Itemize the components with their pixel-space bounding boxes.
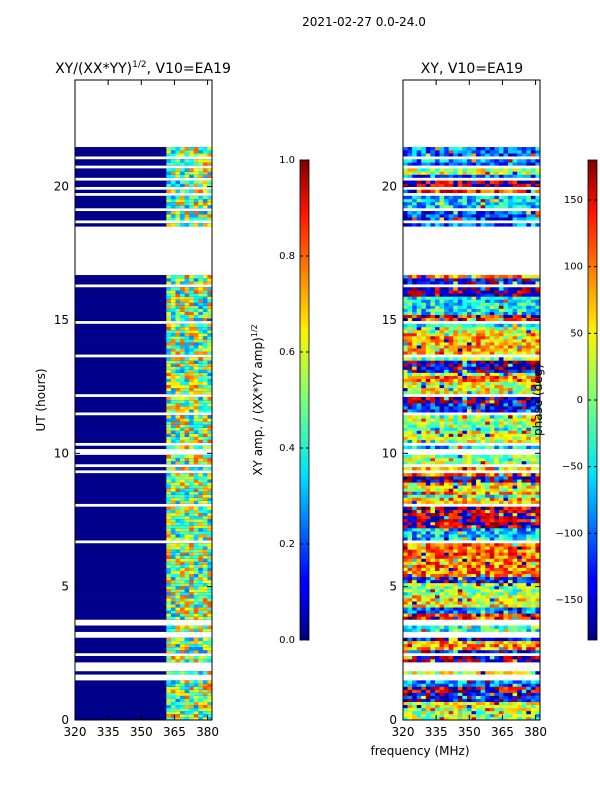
- phase-panel: XY, V10=EA19 320 335 350 365 380 0 5 10 15 20 fr…: [370, 61, 547, 758]
- phase-colorbar-label: phase (deg): [531, 364, 545, 436]
- amplitude-y-tick-label: 20: [54, 180, 69, 194]
- amplitude-colorbar-tick-label: 0.4: [279, 443, 295, 454]
- amplitude-x-tick-label: 350: [130, 725, 153, 739]
- amplitude-colorbar-tick-label: 0.0: [279, 635, 295, 646]
- amplitude-colorbar-ticks: 0.0 0.2 0.4 0.6 0.8 1.0: [279, 155, 309, 646]
- phase-y-axis: 0 5 10 15 20: [382, 180, 540, 727]
- figure-suptitle: 2021-02-27 0.0-24.0: [302, 15, 426, 29]
- phase-colorbar-tick-label: −100: [556, 528, 583, 539]
- amplitude-colorbar-tick-label: 0.6: [279, 347, 295, 358]
- phase-heatmap: [403, 147, 541, 721]
- phase-colorbar-tick-label: 50: [570, 328, 583, 339]
- phase-colorbar-tick-label: −150: [556, 595, 583, 606]
- amplitude-colorbar-tick-label: 0.2: [279, 539, 295, 550]
- amplitude-y-tick-label: 5: [61, 580, 69, 594]
- phase-colorbar: 150 100 50 0 −50 −100 −150 phase (deg): [531, 159, 598, 641]
- amplitude-panel-title: XY/(XX*YY)1/2, V10=EA19: [55, 60, 231, 77]
- phase-x-tick-label: 335: [425, 725, 448, 739]
- phase-colorbar-tick-label: 0: [577, 395, 583, 406]
- phase-colorbar-tick-label: −50: [562, 462, 583, 473]
- amplitude-y-tick-label: 0: [61, 713, 69, 727]
- amplitude-y-axis: 0 5 10 15 20: [54, 180, 212, 727]
- phase-colorbar-ticks: 150 100 50 0 −50 −100 −150: [556, 195, 597, 606]
- amplitude-plot-frame: [74, 79, 213, 721]
- phase-y-tick-label: 0: [389, 713, 397, 727]
- frequency-x-axis-label: frequency (MHz): [370, 744, 469, 758]
- phase-x-tick-label: 380: [524, 725, 547, 739]
- phase-x-tick-label: 365: [491, 725, 514, 739]
- amplitude-y-axis-label: UT (hours): [34, 368, 48, 431]
- amplitude-x-tick-label: 380: [196, 725, 219, 739]
- amplitude-x-tick-label: 335: [97, 725, 120, 739]
- amplitude-colorbar-tick-label: 1.0: [279, 155, 295, 166]
- amplitude-y-tick-label: 10: [54, 446, 69, 460]
- phase-x-tick-label: 350: [458, 725, 481, 739]
- amplitude-colorbar-label-sup: 1/2: [250, 324, 259, 337]
- amplitude-title-sup: 1/2: [132, 60, 146, 70]
- phase-y-tick-label: 5: [389, 580, 397, 594]
- phase-panel-title: XY, V10=EA19: [421, 61, 523, 77]
- amplitude-y-tick-label: 15: [54, 313, 69, 327]
- phase-colorbar-tick-label: 100: [564, 262, 583, 273]
- phase-plot-frame: [402, 79, 541, 721]
- phase-y-tick-label: 10: [382, 446, 397, 460]
- amplitude-colorbar: 0.0 0.2 0.4 0.6 0.8 1.0 XY amp. / (XX*YY amp)…: [250, 155, 310, 646]
- phase-x-axis: 320 335 350 365 380: [392, 80, 547, 739]
- amplitude-colorbar-gradient: [299, 159, 310, 641]
- amplitude-colorbar-label-main: XY amp. / (XX*YY amp): [251, 337, 265, 475]
- amplitude-title-rest: , V10=EA19: [147, 61, 231, 77]
- phase-y-tick-label: 20: [382, 180, 397, 194]
- amplitude-colorbar-label: XY amp. / (XX*YY amp)1/2: [250, 324, 265, 475]
- amplitude-colorbar-tick-label: 0.8: [279, 251, 295, 262]
- phase-x-tick-label: 320: [392, 725, 415, 739]
- phase-y-tick-label: 15: [382, 313, 397, 327]
- amplitude-panel: XY/(XX*YY)1/2, V10=EA19 320 335 350 365 380 …: [34, 60, 231, 739]
- amplitude-x-tick-label: 365: [163, 725, 186, 739]
- phase-colorbar-tick-label: 150: [564, 195, 583, 206]
- amplitude-title-main: XY/(XX*YY): [55, 61, 132, 77]
- amplitude-heatmap: [75, 147, 213, 721]
- amplitude-x-tick-label: 320: [64, 725, 87, 739]
- amplitude-x-axis: 320 335 350 365 380: [64, 80, 219, 739]
